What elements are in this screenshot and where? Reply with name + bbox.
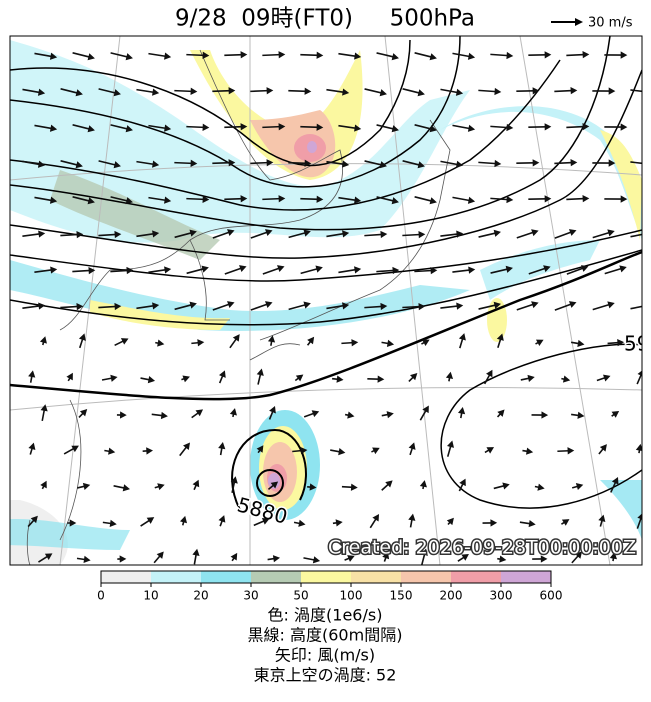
wind-arrow <box>642 126 651 128</box>
wind-arrow <box>300 55 318 56</box>
wind-arrow <box>414 271 432 272</box>
colorbar-tick-label: 30 <box>243 589 258 603</box>
wind-arrow <box>60 234 78 235</box>
wind-arrow <box>262 127 280 128</box>
wind-arrow <box>566 199 584 200</box>
colorbar-tick-label: 0 <box>97 589 105 603</box>
scale-label: 30 m/s <box>588 16 633 31</box>
wind-arrow <box>608 343 620 344</box>
colorbar-tick-label: 600 <box>540 589 563 603</box>
wind-arrow <box>72 270 90 271</box>
colorbar-tick-label: 20 <box>193 589 208 603</box>
colorbar-tick-label: 100 <box>340 589 363 603</box>
wind-arrow <box>250 163 268 164</box>
wind-arrow-head <box>646 230 651 237</box>
wind-arrow <box>402 235 420 236</box>
wind-arrow <box>300 199 318 200</box>
colorbar-tick-label: 300 <box>490 589 513 603</box>
wind-arrow <box>174 91 192 92</box>
wind-arrow <box>186 55 204 56</box>
wind-arrow <box>250 91 268 92</box>
wind-arrow <box>288 91 306 92</box>
title: 9/28 09時(FT0) 500hPa <box>175 6 475 32</box>
caption: 黒線: 高度(60m間隔) <box>248 626 403 645</box>
wind-arrow <box>224 55 242 56</box>
wind-arrow <box>174 163 192 164</box>
caption: 矢印: 風(m/s) <box>275 646 375 665</box>
wind-arrow <box>212 163 230 164</box>
wind-arrow <box>212 91 230 92</box>
wind-arrow <box>224 127 242 128</box>
wind-arrow <box>300 127 318 128</box>
colorbar-bin <box>151 571 201 583</box>
wind-arrow <box>186 199 204 200</box>
wind-arrow <box>262 199 280 200</box>
wind-arrow <box>557 451 569 452</box>
colorbar-bin <box>501 571 551 583</box>
wind-arrow <box>262 55 280 56</box>
contour-label: 59 <box>624 332 649 356</box>
colorbar-bin <box>201 571 251 583</box>
wind-arrow-head <box>646 160 651 167</box>
captions: 色: 渦度(1e6/s)黒線: 高度(60m間隔)矢印: 風(m/s)東京上空の… <box>248 606 403 685</box>
map: 5880 59 Created: 2026-09-28T00:00:00Z <box>0 36 651 565</box>
scale-arrow-head <box>575 18 583 26</box>
colorbar-tick-label: 50 <box>293 589 308 603</box>
colorbar-bin <box>351 571 401 583</box>
colorbar-bin <box>251 571 301 583</box>
wind-arrow <box>224 199 242 200</box>
wind-arrow <box>642 269 651 272</box>
caption: 東京上空の渦度: 52 <box>254 666 397 685</box>
colorbar-tick-label: 150 <box>390 589 413 603</box>
wind-arrow <box>402 307 420 308</box>
wind-arrow-head <box>646 302 651 309</box>
wind-arrow <box>554 163 572 164</box>
wind-arrow <box>642 198 651 200</box>
wind-arrow <box>341 343 353 344</box>
colorbar: 0 10 20 30 50 100 150 200 300 600 <box>97 571 562 603</box>
wind-arrow <box>288 163 306 164</box>
wind-arrow <box>554 91 572 92</box>
wind-arrow <box>60 306 78 307</box>
wind-arrow <box>566 55 584 56</box>
colorbar-bin <box>451 571 501 583</box>
caption: 色: 渦度(1e6/s) <box>268 606 383 625</box>
colorbar-bin <box>401 571 451 583</box>
wind-arrow <box>186 127 204 128</box>
colorbar-tick-label: 10 <box>143 589 158 603</box>
wind-arrow <box>642 54 651 56</box>
wind-arrow <box>566 127 584 128</box>
wind-arrow-head <box>646 88 651 95</box>
colorbar-bin <box>101 571 151 583</box>
colorbar-bin <box>301 571 351 583</box>
created-label: Created: 2026-09-28T00:00:00Z <box>328 537 636 559</box>
colorbar-tick-label: 200 <box>440 589 463 603</box>
